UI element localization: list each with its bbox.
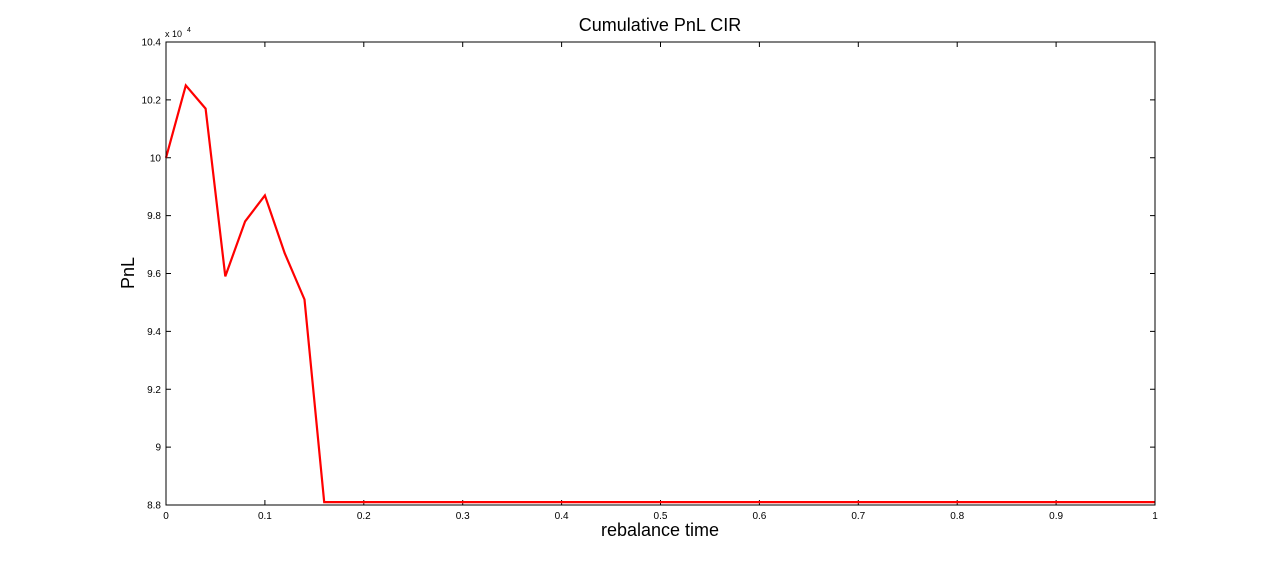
x-tick-label: 0.2 [357,511,371,522]
y-tick-label: 9.6 [147,269,161,280]
x-tick-label: 0.9 [1049,511,1063,522]
y-multiplier-exponent: 4 [187,27,191,34]
y-multiplier-label: x 10 [165,29,182,39]
x-tick-label: 1 [1152,511,1158,522]
plot-frame [165,41,1156,506]
y-tick-label: 9 [155,443,161,454]
x-tick-label: 0.1 [258,511,272,522]
x-tick-label: 0.7 [851,511,865,522]
ticks-layer: 0 0.1 0.2 0.3 0.4 0.5 0.6 0.7 0.8 0.9 1 8.8 9 9.2 9.4 9… [142,38,1159,523]
y-tick-label: 10.2 [142,95,162,106]
x-tick-label: 0.6 [752,511,766,522]
y-tick-label: 9.8 [147,211,161,222]
x-tick-label: 0.3 [456,511,470,522]
x-tick-label: 0.8 [950,511,964,522]
chart-title: Cumulative PnL CIR [579,15,741,35]
series-layer [164,83,1155,504]
x-axis-title: rebalance time [601,520,719,540]
x-tick-label: 0.5 [654,511,668,522]
y-tick-label: 10 [150,153,162,164]
plot-area [166,42,1155,505]
x-tick-label: 0 [163,511,169,522]
series-line [164,83,1155,504]
y-tick-label: 10.4 [142,38,162,49]
y-tick-label: 8.8 [147,501,161,512]
y-axis-title: PnL [118,257,138,289]
x-tick-label: 0.4 [555,511,569,522]
y-tick-label: 9.2 [147,385,161,396]
y-tick-label: 9.4 [147,327,161,338]
